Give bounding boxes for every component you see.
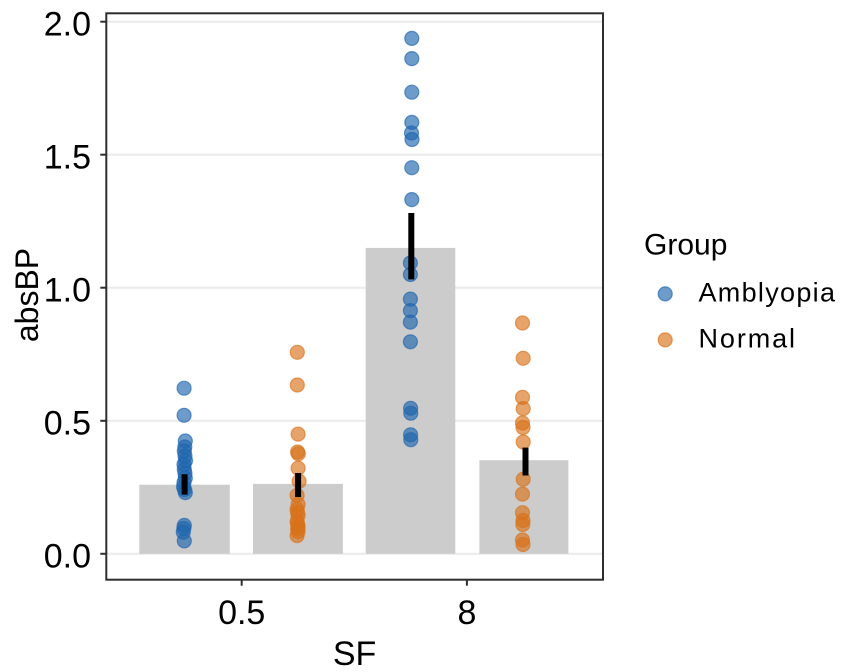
svg-text:0.5: 0.5: [44, 405, 91, 443]
svg-text:Amblyopia: Amblyopia: [699, 278, 837, 308]
svg-text:0.0: 0.0: [44, 538, 91, 576]
svg-text:Normal: Normal: [699, 324, 797, 354]
svg-text:Group: Group: [644, 228, 727, 261]
svg-text:2.0: 2.0: [44, 6, 91, 44]
svg-text:SF: SF: [333, 635, 376, 672]
svg-text:absBP: absBP: [9, 248, 45, 342]
svg-text:1.0: 1.0: [44, 272, 91, 310]
svg-text:0.5: 0.5: [218, 594, 265, 632]
svg-text:8: 8: [457, 594, 476, 632]
svg-text:1.5: 1.5: [44, 139, 91, 177]
